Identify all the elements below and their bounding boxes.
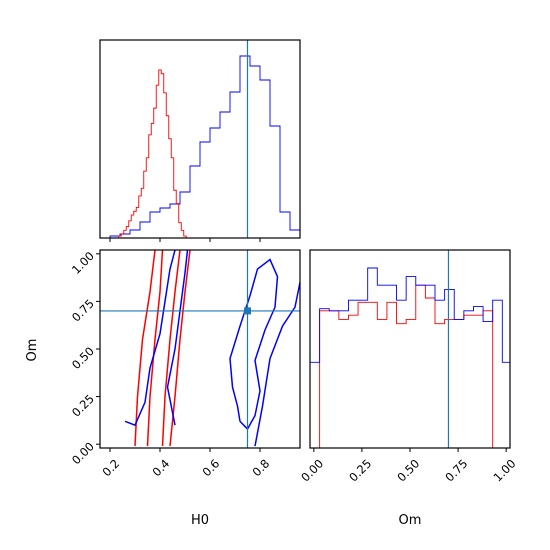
contour-series-a-1 [166,249,189,426]
contour-series-b-2 [161,249,181,447]
hist-h0-ticks [109,238,261,242]
hist-om-bars [309,250,511,449]
joint-x-tick-label-3: 0.8 [250,456,273,479]
joint-y-ticks: 0.00 0.25 0.50 0.75 1.00 [69,249,100,467]
hist-om-series-b [310,284,510,449]
joint-y-tick-label-1: 0.25 [69,392,97,420]
joint-panel: 0.2 0.4 0.6 0.8 0.00 0.25 0.50 0.75 1.00 [69,249,301,479]
hist-h0-series-a [100,55,301,239]
joint-y-tick-label-0: 0.00 [69,439,97,467]
joint-frame [99,249,301,449]
y-axis-label-om: Om [25,339,40,362]
contour-series-a-2 [229,258,279,431]
hist-h0-panel [99,39,301,242]
hist-om-series-a [309,267,511,448]
joint-x-tick-label-0: 0.2 [100,456,123,479]
contour-series-b-1 [146,249,164,447]
hist-om-tick-label-4: 1.00 [490,456,518,484]
joint-y-tick-label-2: 0.50 [69,344,97,372]
hist-om-ticks: 0.00 0.25 0.50 0.75 1.00 [298,448,518,484]
joint-y-tick-label-3: 0.75 [69,296,97,324]
x-axis-label-h0: H0 [191,513,209,528]
x-axis-label-om: Om [399,513,422,528]
hist-om-tick-label-3: 0.75 [442,456,470,484]
joint-x-tick-label-2: 0.6 [200,456,223,479]
hist-h0-series-b [118,69,189,239]
joint-contents [100,249,301,448]
hist-om-panel: 0.00 0.25 0.50 0.75 1.00 [298,249,518,484]
hist-om-frame [309,249,511,449]
hist-om-tick-label-0: 0.00 [298,456,326,484]
joint-y-tick-label-4: 1.00 [69,249,97,277]
truth-marker [244,307,251,315]
hist-om-tick-label-2: 0.50 [394,456,422,484]
joint-x-tick-label-1: 0.4 [150,456,173,479]
joint-x-ticks: 0.2 0.4 0.6 0.8 [100,448,273,479]
contour-series-b-0 [134,249,156,447]
contour-series-a-3 [254,282,301,447]
hist-h0-frame [99,39,301,239]
hist-h0-bars [100,40,301,239]
hist-om-tick-label-1: 0.25 [346,456,374,484]
contour-series-a-0 [124,249,176,427]
